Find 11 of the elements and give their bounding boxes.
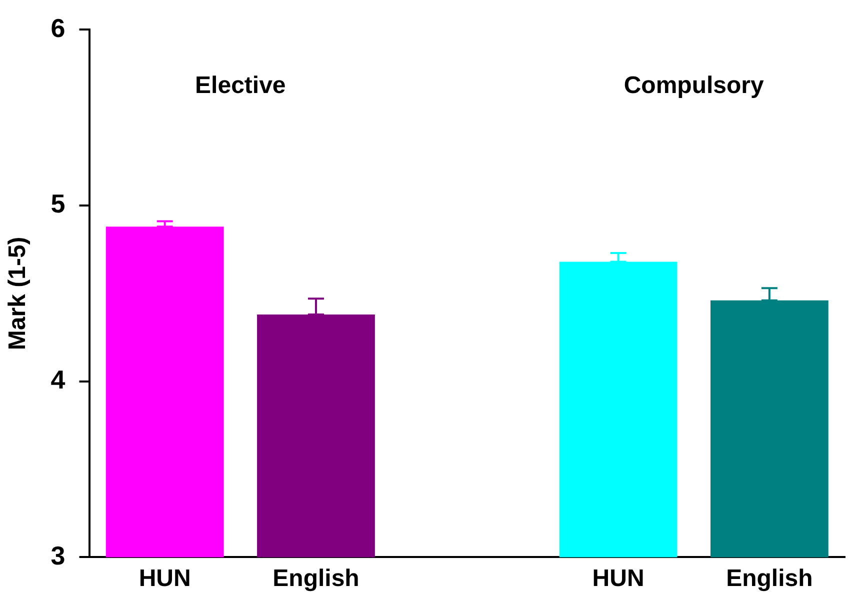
x-tick-label: English [272, 565, 360, 592]
y-tick-label: 3 [50, 540, 66, 570]
annotation: Elective [195, 72, 286, 100]
y-tick-label: 4 [50, 364, 66, 395]
x-tick-label: HUN [138, 565, 191, 592]
annotation: Compulsory [624, 72, 765, 100]
x-tick-label: English [726, 565, 813, 592]
y-tick-label: 6 [50, 12, 66, 43]
x-tick-label: HUN [592, 565, 644, 592]
y-axis-title: Mark (1-5) [4, 236, 32, 350]
y-tick-label: 5 [50, 188, 66, 219]
